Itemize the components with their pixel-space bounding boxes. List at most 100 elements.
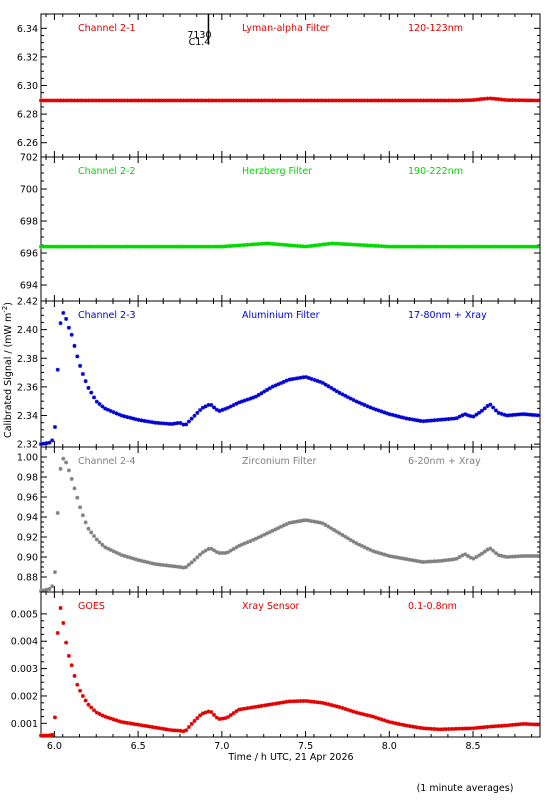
- data-point: [337, 241, 342, 246]
- data-point: [237, 98, 242, 103]
- data-point: [493, 408, 498, 413]
- data-point: [343, 98, 348, 103]
- data-point: [390, 412, 395, 417]
- data-point: [117, 551, 122, 556]
- data-point: [47, 440, 52, 445]
- data-point: [440, 244, 445, 249]
- data-point: [332, 387, 337, 392]
- data-point: [256, 98, 261, 103]
- data-point: [465, 726, 470, 731]
- data-point: [89, 244, 94, 249]
- data-point: [64, 640, 69, 645]
- data-point: [382, 410, 387, 415]
- data-point: [259, 98, 264, 103]
- data-point: [337, 531, 342, 536]
- data-point: [323, 242, 328, 247]
- data-point: [217, 98, 222, 103]
- y-tick-label: 696: [20, 249, 38, 260]
- data-point: [510, 244, 515, 249]
- data-point: [142, 244, 147, 249]
- data-point: [161, 726, 166, 731]
- data-point: [72, 244, 77, 249]
- data-point: [393, 244, 398, 249]
- data-point: [72, 98, 77, 103]
- data-point: [348, 242, 353, 247]
- data-point: [265, 702, 270, 707]
- data-point: [242, 98, 247, 103]
- data-point: [145, 724, 150, 729]
- data-point: [357, 542, 362, 547]
- data-point: [499, 411, 504, 416]
- data-point: [164, 98, 169, 103]
- data-point: [326, 98, 331, 103]
- data-point: [390, 554, 395, 559]
- data-point: [287, 377, 292, 382]
- data-point: [64, 98, 69, 103]
- data-point: [97, 98, 102, 103]
- data-point: [306, 518, 311, 523]
- data-point: [479, 244, 484, 249]
- data-point: [530, 722, 535, 727]
- data-point: [44, 98, 49, 103]
- data-point: [329, 98, 334, 103]
- data-point: [463, 98, 468, 103]
- data-point: [415, 725, 420, 730]
- data-point: [276, 242, 281, 247]
- data-point: [55, 367, 60, 372]
- data-point: [262, 703, 267, 708]
- data-point: [315, 98, 320, 103]
- data-point: [516, 98, 521, 103]
- data-point: [259, 534, 264, 539]
- data-point: [454, 416, 459, 421]
- data-point: [64, 460, 69, 465]
- data-point: [292, 376, 297, 381]
- data-point: [309, 243, 314, 248]
- data-point: [482, 244, 487, 249]
- panel-frame: [40, 591, 541, 738]
- data-point: [186, 98, 191, 103]
- y-tick-label: 0.98: [17, 473, 38, 484]
- data-point: [460, 553, 465, 558]
- data-point: [488, 96, 493, 101]
- data-point: [61, 621, 66, 626]
- data-point: [186, 725, 191, 730]
- data-point: [519, 98, 524, 103]
- data-point: [265, 531, 270, 536]
- data-point: [521, 721, 526, 726]
- x-tick-label: 6.0: [47, 741, 62, 752]
- data-point: [399, 98, 404, 103]
- data-point: [415, 418, 420, 423]
- data-point: [359, 543, 364, 548]
- data-point: [139, 558, 144, 563]
- data-point: [438, 417, 443, 422]
- data-point: [493, 244, 498, 249]
- data-point: [399, 415, 404, 420]
- data-point: [75, 244, 80, 249]
- data-point: [323, 382, 328, 387]
- data-point: [401, 556, 406, 561]
- data-point: [323, 701, 328, 706]
- data-point: [100, 713, 105, 718]
- data-point: [189, 560, 194, 565]
- data-point: [217, 551, 222, 555]
- data-point: [139, 98, 144, 103]
- data-point: [100, 404, 105, 409]
- data-point: [530, 554, 535, 558]
- data-point: [318, 242, 323, 247]
- data-point: [198, 244, 203, 249]
- data-point: [220, 244, 225, 249]
- data-point: [128, 721, 133, 726]
- data-point: [55, 98, 60, 103]
- data-point: [170, 244, 175, 249]
- data-point: [203, 548, 208, 553]
- filter-label: Lyman-alpha Filter: [242, 23, 330, 34]
- data-point: [212, 98, 217, 103]
- data-point: [133, 98, 138, 103]
- data-point: [362, 545, 367, 550]
- data-point: [39, 244, 43, 249]
- data-point: [256, 392, 261, 397]
- data-point: [521, 98, 526, 103]
- data-point: [418, 725, 423, 730]
- data-point: [114, 244, 119, 249]
